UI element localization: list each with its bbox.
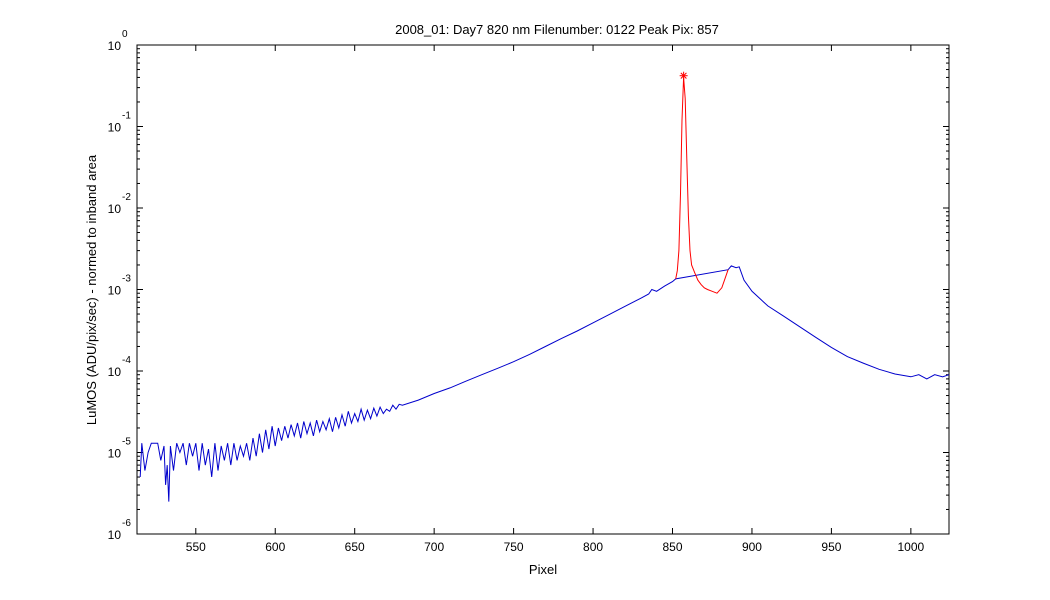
x-tick-label: 800 [583, 540, 603, 554]
x-tick-label: 650 [345, 540, 365, 554]
x-tick-label: 850 [662, 540, 682, 554]
peak-marker [679, 71, 688, 80]
series-line-1 [675, 77, 729, 294]
x-tick-label: 550 [186, 540, 206, 554]
y-tick-exponent: -6 [122, 518, 131, 529]
x-tick-label: 700 [424, 540, 444, 554]
y-tick-label: 10 [108, 39, 122, 53]
y-tick-label: 10 [108, 365, 122, 379]
x-tick-label: 750 [504, 540, 524, 554]
x-tick-label: 600 [265, 540, 285, 554]
y-tick-label: 10 [108, 202, 122, 216]
y-tick-exponent: 0 [122, 29, 128, 40]
marker-layer [679, 71, 688, 80]
y-tick-label: 10 [108, 528, 122, 542]
x-tick-label: 950 [821, 540, 841, 554]
x-tick-label: 1000 [898, 540, 925, 554]
y-tick-exponent: -5 [122, 437, 131, 448]
y-axis-label: LuMOS (ADU/pix/sec) - normed to inband a… [84, 154, 99, 425]
y-tick-label: 10 [108, 121, 122, 135]
series-layer [139, 77, 950, 502]
plot-area [136, 44, 950, 535]
x-axis-label: Pixel [529, 562, 557, 577]
y-tick-label: 10 [108, 447, 122, 461]
y-tick-label: 10 [108, 284, 122, 298]
y-tick-exponent: -2 [122, 192, 131, 203]
y-tick-exponent: -3 [122, 274, 131, 285]
y-tick-exponent: -1 [122, 111, 131, 122]
series-line-0 [139, 265, 950, 502]
x-tick-label: 900 [742, 540, 762, 554]
x-axis: 550 600 650 700 750 800 850 900 950 1000 [186, 45, 925, 554]
y-tick-exponent: -4 [122, 355, 131, 366]
chart-title: 2008_01: Day7 820 nm Filenumber: 0122 Pe… [395, 22, 719, 37]
